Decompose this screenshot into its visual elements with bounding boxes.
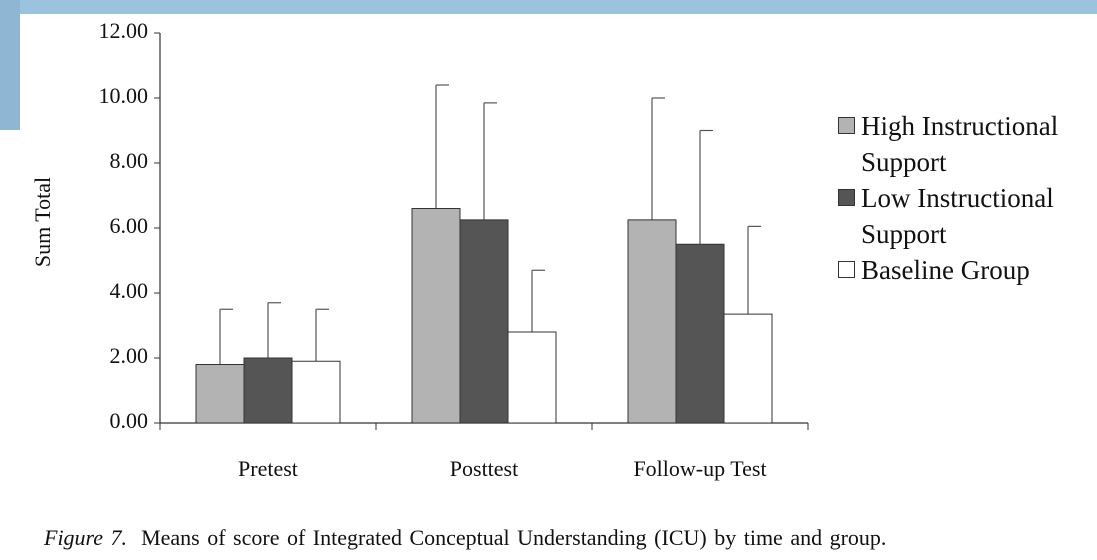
y-tick-label: 2.00 bbox=[110, 343, 149, 368]
bar bbox=[460, 220, 508, 423]
bar bbox=[676, 244, 724, 423]
y-tick-label: 8.00 bbox=[110, 148, 149, 173]
legend-entry: High Instructional Support bbox=[838, 108, 1097, 180]
bar bbox=[292, 361, 340, 423]
legend-label: Low Instructional Support bbox=[861, 180, 1097, 252]
background-strip bbox=[0, 0, 20, 130]
x-tick-label: Pretest bbox=[238, 456, 298, 481]
caption: Figure 7. Means of score of Integrated Co… bbox=[44, 525, 886, 551]
background-strip bbox=[0, 0, 1097, 16]
legend-entry: Baseline Group bbox=[838, 252, 1097, 288]
legend-swatch bbox=[838, 261, 855, 278]
y-tick-label: 10.00 bbox=[99, 83, 149, 108]
bar bbox=[412, 209, 460, 424]
legend-entry: Low Instructional Support bbox=[838, 180, 1097, 252]
legend-label: Baseline Group bbox=[861, 252, 1030, 288]
y-tick-label: 12.00 bbox=[99, 18, 149, 43]
bar bbox=[628, 220, 676, 423]
x-tick-label: Posttest bbox=[450, 456, 518, 481]
bar bbox=[724, 314, 772, 423]
y-axis-label: Sum Total bbox=[30, 177, 55, 267]
x-tick-label: Follow-up Test bbox=[633, 456, 766, 481]
page: Sum Total 0.00 2.00 4.00 6.00 8.00 10.00 12.00… bbox=[0, 0, 1097, 560]
legend-swatch bbox=[838, 117, 855, 134]
caption-text: Means of score of Integrated Conceptual … bbox=[141, 525, 886, 550]
bar bbox=[508, 332, 556, 423]
bar bbox=[244, 358, 292, 423]
figure-label: Figure 7. bbox=[44, 525, 127, 550]
y-tick-label: 4.00 bbox=[110, 278, 149, 303]
y-tick-label: 0.00 bbox=[110, 408, 149, 433]
y-tick-label: 6.00 bbox=[110, 213, 149, 238]
bar bbox=[196, 365, 244, 424]
legend-swatch bbox=[838, 189, 855, 206]
legend-label: High Instructional Support bbox=[861, 108, 1097, 180]
